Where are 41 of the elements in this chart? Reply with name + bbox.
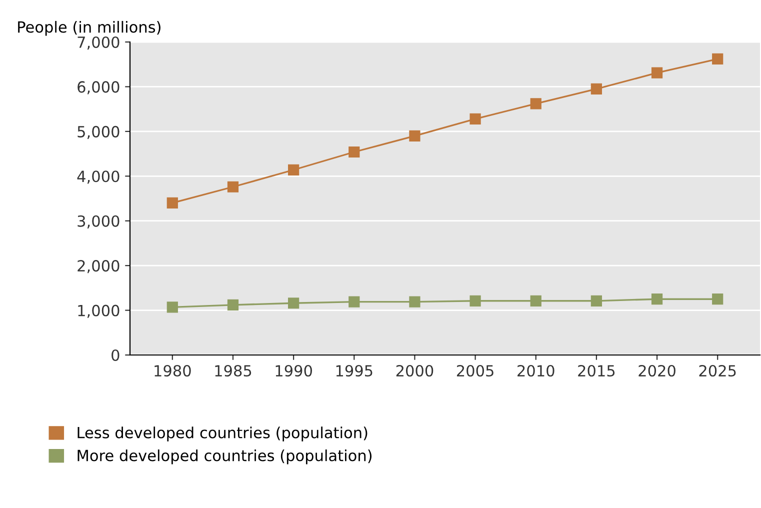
y-axis-title: People (in millions) (18, 20, 160, 36)
point (166, 197, 178, 209)
x-tick-label: 1985 (215, 364, 252, 377)
point (348, 296, 360, 308)
legend-label: Less developed countries (population) (78, 426, 368, 442)
point (651, 294, 663, 305)
y-tick-label: 2,000 (78, 260, 120, 274)
x-tick-label: 2005 (456, 364, 494, 377)
x-tick-label: 2010 (518, 364, 554, 377)
point (590, 295, 602, 306)
point (530, 295, 542, 306)
point (288, 164, 300, 176)
y-tick-label: 7,000 (78, 36, 120, 50)
point (530, 98, 542, 110)
y-tick-label: 4,000 (77, 170, 120, 184)
x-tick-label: 1995 (336, 364, 372, 377)
x-tick-label: 1980 (154, 364, 191, 377)
x-tick-label: 1990 (276, 364, 312, 377)
point (288, 298, 300, 309)
point (409, 296, 420, 308)
point (712, 294, 724, 305)
point (227, 181, 239, 192)
y-tick-label: 0 (112, 349, 120, 362)
point (409, 130, 420, 142)
point (348, 146, 360, 158)
point (712, 53, 724, 65)
x-tick-label: 2020 (638, 364, 676, 377)
legend-label: More developed countries (population) (78, 449, 372, 464)
point (166, 302, 178, 313)
y-tick-label: 5,000 (78, 126, 120, 140)
x-tick-label: 2015 (578, 364, 615, 377)
point (590, 83, 602, 95)
y-tick-label: 3,000 (78, 215, 120, 228)
point (227, 299, 239, 310)
point (470, 295, 481, 306)
x-tick-label: 2025 (699, 364, 736, 377)
point (470, 113, 481, 124)
y-tick-label: 6,000 (78, 81, 120, 94)
x-tick-label: 2000 (396, 364, 434, 377)
point (651, 67, 663, 78)
y-tick-label: 1,000 (78, 304, 120, 318)
